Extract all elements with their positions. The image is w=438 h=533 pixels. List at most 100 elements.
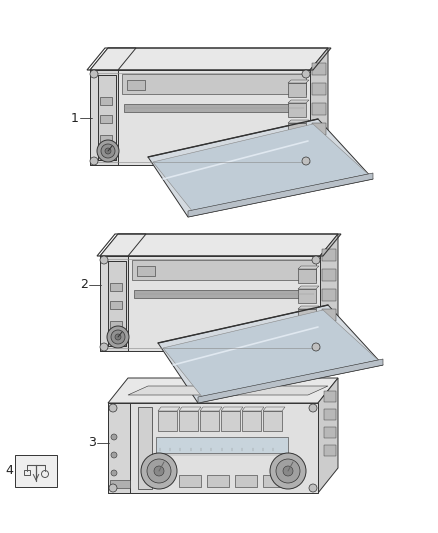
Bar [207, 475, 229, 487]
Bar [288, 83, 306, 97]
Bar [100, 115, 112, 123]
Polygon shape [153, 124, 368, 212]
Polygon shape [100, 234, 338, 256]
Polygon shape [179, 411, 198, 431]
Polygon shape [221, 407, 243, 411]
Circle shape [283, 466, 293, 476]
Bar [156, 437, 288, 453]
Polygon shape [90, 48, 136, 70]
Bar [100, 97, 112, 105]
Circle shape [141, 453, 177, 489]
Circle shape [276, 459, 300, 483]
Circle shape [109, 404, 117, 412]
Polygon shape [324, 427, 336, 438]
Polygon shape [312, 103, 326, 115]
Polygon shape [158, 305, 383, 403]
Polygon shape [90, 70, 310, 165]
Polygon shape [298, 266, 319, 269]
Circle shape [97, 140, 119, 162]
Polygon shape [198, 359, 383, 403]
Polygon shape [90, 70, 118, 165]
Circle shape [147, 459, 171, 483]
Polygon shape [188, 173, 373, 217]
Circle shape [111, 452, 117, 458]
Polygon shape [288, 80, 309, 83]
Polygon shape [98, 75, 116, 160]
Polygon shape [322, 269, 336, 281]
Polygon shape [310, 48, 328, 165]
Text: 1: 1 [71, 111, 79, 125]
Circle shape [101, 144, 115, 158]
Polygon shape [288, 140, 309, 143]
Circle shape [105, 148, 111, 154]
Polygon shape [132, 260, 316, 280]
Circle shape [90, 70, 98, 78]
Polygon shape [158, 411, 177, 431]
Circle shape [302, 157, 310, 165]
Polygon shape [108, 403, 130, 493]
Polygon shape [108, 403, 318, 493]
Polygon shape [221, 411, 240, 431]
Polygon shape [324, 409, 336, 420]
Polygon shape [324, 445, 336, 456]
Bar [298, 309, 316, 323]
Bar [298, 329, 316, 343]
Circle shape [109, 484, 117, 492]
Bar [288, 103, 306, 117]
Bar [263, 475, 285, 487]
Polygon shape [100, 256, 128, 351]
Bar [127, 80, 145, 90]
Bar [15, 455, 57, 487]
Bar [235, 475, 257, 487]
Circle shape [111, 470, 117, 476]
Circle shape [111, 330, 125, 344]
Polygon shape [312, 83, 326, 95]
Polygon shape [263, 407, 285, 411]
Circle shape [312, 343, 320, 351]
Polygon shape [322, 309, 336, 321]
Polygon shape [242, 407, 264, 411]
Bar [110, 480, 130, 488]
Bar [110, 321, 122, 329]
Bar [100, 135, 112, 143]
Circle shape [107, 326, 129, 348]
Polygon shape [298, 306, 319, 309]
Circle shape [115, 334, 121, 340]
Polygon shape [318, 378, 338, 493]
Circle shape [309, 484, 317, 492]
Circle shape [309, 404, 317, 412]
Circle shape [312, 256, 320, 264]
Bar [298, 289, 316, 303]
Polygon shape [288, 100, 309, 103]
Text: 2: 2 [80, 279, 88, 292]
Polygon shape [242, 411, 261, 431]
Polygon shape [108, 261, 126, 346]
Bar [179, 475, 201, 487]
Polygon shape [324, 391, 336, 402]
Polygon shape [312, 63, 326, 75]
Polygon shape [100, 234, 146, 256]
Bar [110, 301, 122, 309]
Polygon shape [312, 123, 326, 135]
Circle shape [270, 453, 306, 489]
Circle shape [100, 343, 108, 351]
Polygon shape [322, 289, 336, 301]
Bar [298, 269, 316, 283]
Polygon shape [90, 48, 328, 70]
Bar [24, 470, 30, 475]
Polygon shape [128, 386, 328, 395]
Bar [137, 266, 155, 276]
Circle shape [90, 157, 98, 165]
Bar [138, 407, 152, 489]
Polygon shape [124, 104, 304, 112]
Polygon shape [320, 234, 338, 351]
Polygon shape [200, 411, 219, 431]
Polygon shape [134, 290, 314, 298]
Circle shape [154, 466, 164, 476]
Polygon shape [322, 249, 336, 261]
Polygon shape [298, 286, 319, 289]
Polygon shape [122, 74, 306, 94]
Polygon shape [163, 310, 378, 398]
Polygon shape [158, 407, 180, 411]
Bar [288, 123, 306, 137]
